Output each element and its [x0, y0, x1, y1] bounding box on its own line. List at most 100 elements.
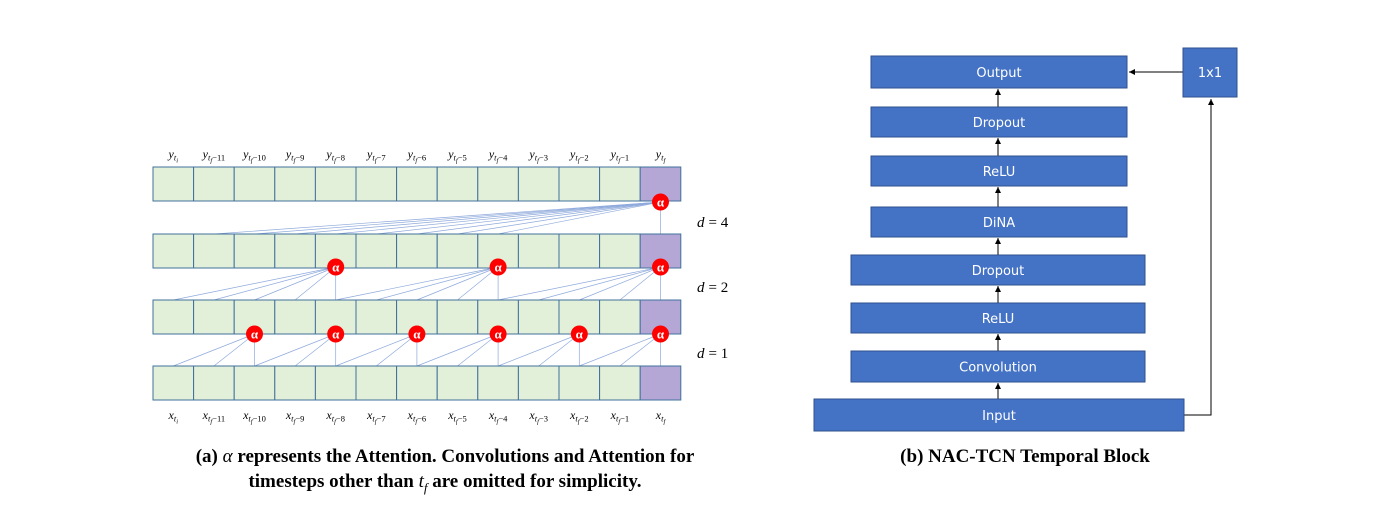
output-timestep-label: ytf−11 [202, 147, 226, 165]
convolution-label: Convolution [959, 361, 1037, 376]
output-timestep-label: ytf−9 [285, 147, 305, 165]
input-timestep-label: xtf−9 [285, 408, 305, 426]
attention-circle [327, 325, 345, 343]
caption-a-t-sub: f [423, 479, 428, 495]
sequence-cell [599, 166, 641, 202]
sequence-cell [314, 166, 357, 202]
tcn-connections [173, 201, 661, 367]
attention-symbol: α [657, 195, 665, 210]
sequence-cell [436, 299, 479, 335]
connection-line [295, 201, 661, 235]
attention-circle [246, 325, 263, 343]
connection-line [619, 333, 661, 367]
attention-symbol: α [494, 327, 502, 342]
input-timestep-label: xtf−7 [366, 408, 386, 426]
attention-node: α [327, 258, 345, 276]
attention-symbol: α [251, 327, 259, 342]
connection-line [579, 333, 661, 367]
attention-symbol: α [494, 260, 502, 275]
input-box [813, 398, 1185, 432]
sequence-cell [436, 166, 479, 202]
timestep-labels: yti ytf−11 ytf−10 ytf−9 ytf−8 ytf−7 ytf−6 ytf−5… [168, 147, 667, 426]
output-timestep-label: ytf−5 [447, 147, 467, 165]
connection-line [579, 266, 661, 301]
dropout-box [850, 254, 1146, 286]
sequence-cell [193, 166, 235, 202]
input-label: Input [982, 409, 1016, 424]
output-timestep-label: ytf−10 [242, 147, 266, 165]
attention-symbol: α [657, 260, 665, 275]
connection-line [335, 201, 661, 235]
sequence-cell [274, 365, 316, 401]
sequence-cell [314, 365, 357, 401]
output-timestep-label: ytf−7 [366, 147, 386, 165]
connection-line [294, 266, 336, 301]
sequence-cell [355, 365, 398, 401]
connection-line [254, 266, 336, 301]
dina-label: DiNA [983, 216, 1015, 231]
dropout-label: Dropout [972, 264, 1025, 279]
dropout-block: Dropout [870, 106, 1128, 138]
connection-line [416, 333, 499, 367]
attention-circle [652, 325, 669, 343]
target-cell [639, 365, 682, 401]
convolution-block: Convolution [850, 350, 1146, 383]
sequence-cell [436, 233, 479, 269]
dropout-block: Dropout [850, 254, 1146, 286]
input-timestep-label: xtf−1 [610, 408, 630, 426]
attention-circle [327, 258, 345, 276]
input-timestep-label: xtf−11 [202, 408, 226, 426]
attention-circle [408, 325, 426, 343]
attention-node: α [246, 325, 263, 343]
connection-line [416, 201, 661, 235]
sequence-cell [517, 233, 560, 269]
sequence-cell [193, 365, 235, 401]
sequence-cell [558, 166, 601, 202]
attention-symbol: α [657, 327, 665, 342]
sequence-cell [396, 166, 438, 202]
output-timestep-label: ytf [655, 147, 667, 165]
block-arrows [995, 69, 1214, 416]
attention-node: α [652, 258, 669, 276]
connection-line [173, 333, 255, 367]
relu-block: ReLU [870, 155, 1128, 187]
temporal-block-diagram: Output Dropout ReLU DiNA Dropout ReLU Convolut… [813, 47, 1238, 432]
connection-line [497, 333, 580, 367]
sequence-cell [355, 299, 398, 335]
connection-line [213, 333, 255, 367]
attention-symbol: α [332, 260, 340, 275]
connection-line [294, 333, 336, 367]
connection-line [254, 201, 661, 235]
connection-line [619, 266, 661, 301]
relu-box [850, 302, 1146, 334]
caption-a-t: t [418, 471, 424, 492]
attention-node: α [408, 325, 426, 343]
connection-line [213, 266, 336, 301]
dropout-box [870, 106, 1128, 138]
sequence-cell [396, 233, 438, 269]
attention-nodes: α α α α α α α α α α [246, 193, 669, 343]
attention-circle [652, 258, 669, 276]
attention-circle [489, 258, 507, 276]
sequence-cell [517, 365, 560, 401]
connection-line [457, 201, 661, 235]
output-box [870, 55, 1128, 89]
sequence-cell [355, 166, 398, 202]
sequence-cell [152, 299, 195, 335]
connection-line [173, 266, 336, 301]
input-timestep-label: xtf−3 [528, 408, 548, 426]
caption-a-alpha: α [222, 446, 233, 467]
output-timestep-label: ytf−6 [407, 147, 427, 165]
dropout-label: Dropout [973, 116, 1026, 131]
sequence-cell [436, 365, 479, 401]
caption-b: (b) NAC-TCN Temporal Block [900, 446, 1150, 467]
dina-block: DiNA [870, 206, 1128, 238]
dilation-labels: d = 4 d = 2 d = 1 [697, 215, 729, 362]
sequence-cell [558, 365, 601, 401]
output-label: Output [976, 66, 1021, 81]
output-timestep-label: ytf−2 [569, 147, 589, 165]
residual-1x1-block: 1x1 [1182, 47, 1238, 98]
attention-circle [652, 193, 669, 211]
connection-line [213, 201, 661, 235]
